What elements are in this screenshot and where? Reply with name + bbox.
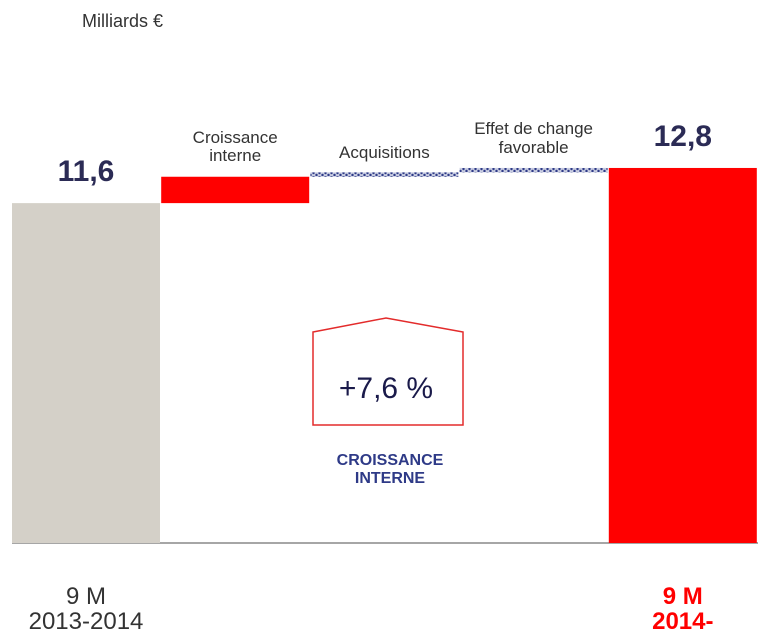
annotation-label: CROISSANCE INTERNE	[336, 452, 444, 487]
annotation-box	[312, 317, 464, 426]
bar	[608, 167, 757, 543]
value-label: 12,8	[653, 119, 712, 153]
annotation-value: +7,6 %	[339, 372, 433, 405]
x-tick-label: 9 M 2014-2015	[652, 583, 714, 637]
x-tick-label: 9 M 2013-2014	[28, 583, 144, 636]
x-tick-label: Acquisitions	[339, 143, 430, 163]
x-tick-label: Croissance interne	[192, 127, 278, 166]
bar	[12, 203, 160, 543]
value-label: 11,6	[57, 155, 115, 189]
bar	[310, 172, 459, 177]
bar	[161, 176, 310, 204]
bar	[459, 167, 608, 173]
unit-label: Milliards €	[82, 11, 164, 31]
x-tick-label: Effet de change favorable	[474, 118, 593, 157]
